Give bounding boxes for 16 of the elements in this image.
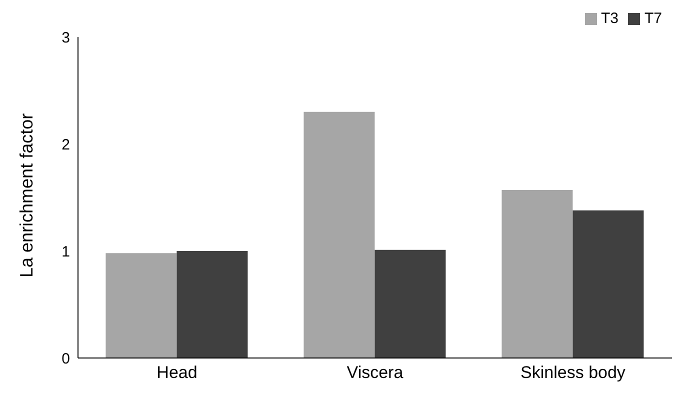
y-tick-label: 3	[62, 29, 70, 46]
legend-label: T7	[644, 10, 662, 27]
x-tick-label: Skinless body	[520, 363, 626, 382]
y-tick-label: 1	[62, 243, 70, 260]
legend-label: T3	[600, 10, 618, 27]
x-tick-label: Viscera	[346, 363, 404, 382]
bar	[374, 250, 446, 358]
y-axis-title: La enrichment factor	[16, 113, 36, 278]
bar	[176, 251, 248, 358]
bar	[502, 190, 573, 358]
bar	[304, 112, 375, 358]
x-tick-label: Head	[156, 363, 198, 382]
y-tick-label: 2	[62, 136, 70, 154]
bar	[572, 210, 644, 358]
bar	[106, 253, 177, 358]
y-tick-label: 0	[62, 350, 70, 368]
